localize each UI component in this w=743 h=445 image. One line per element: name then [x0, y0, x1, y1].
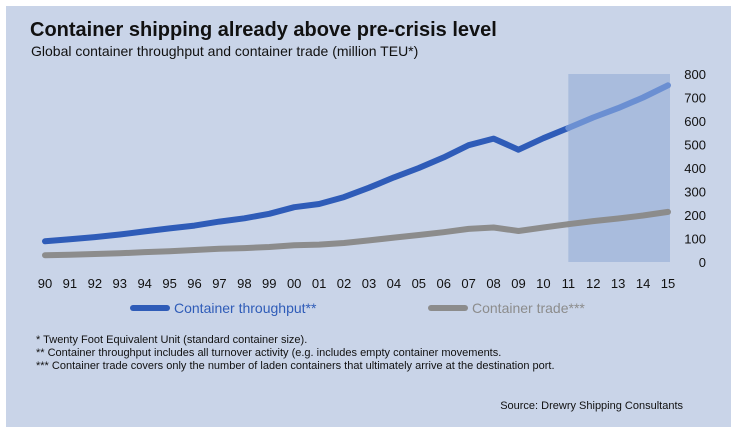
series-line-throughput: [42, 125, 572, 245]
y-tick-label: 700: [684, 91, 706, 106]
legend-label-throughput: Container throughput**: [174, 300, 317, 316]
x-tick-label: 08: [486, 276, 500, 291]
y-tick-label: 100: [684, 232, 706, 247]
x-tick-label: 10: [536, 276, 550, 291]
x-tick-label: 96: [187, 276, 201, 291]
x-tick-label: 98: [237, 276, 251, 291]
footnote-throughput: ** Container throughput includes all tur…: [36, 347, 502, 359]
x-tick-label: 97: [212, 276, 226, 291]
y-tick-label: 300: [684, 185, 706, 200]
x-tick-label: 01: [312, 276, 326, 291]
chart-title: Container shipping already above pre-cri…: [30, 19, 497, 41]
x-tick-label: 04: [387, 276, 401, 291]
x-tick-label: 11: [562, 276, 576, 291]
footnotes: * Twenty Foot Equivalent Unit (standard …: [36, 334, 555, 373]
legend-label-trade: Container trade***: [472, 300, 585, 316]
series-line-throughput-forecast: [565, 82, 671, 131]
y-tick-label: 0: [699, 255, 706, 270]
x-tick-label: 03: [362, 276, 376, 291]
x-tick-label: 14: [636, 276, 650, 291]
y-tick-label: 800: [684, 67, 706, 82]
source-note: Source: Drewry Shipping Consultants: [500, 400, 683, 412]
y-tick-label: 600: [684, 114, 706, 129]
forecast-shading: [568, 74, 670, 262]
x-tick-label: 15: [661, 276, 675, 291]
x-tick-label: 02: [337, 276, 351, 291]
series-line-trade-forecast: [565, 208, 671, 228]
y-tick-label: 400: [684, 161, 706, 176]
legend-item-throughput[interactable]: Container throughput**: [130, 300, 316, 316]
x-tick-label: 12: [586, 276, 600, 291]
footnote-trade: *** Container trade covers only the numb…: [36, 360, 555, 372]
x-tick-label: 90: [38, 276, 52, 291]
x-tick-label: 05: [412, 276, 426, 291]
y-tick-label: 200: [684, 208, 706, 223]
x-tick-label: 92: [88, 276, 102, 291]
legend-swatch-trade: [428, 305, 468, 311]
x-tick-label: 09: [511, 276, 525, 291]
series-lines: [42, 82, 671, 259]
x-tick-labels: 90 91 92 93 94 95 96 97 98 99 00 01 02 03 04 05 06 07 08 09…: [38, 276, 675, 291]
footnote-teu: * Twenty Foot Equivalent Unit (standard …: [36, 334, 308, 346]
x-tick-label: 06: [436, 276, 450, 291]
series-line-trade: [42, 221, 572, 259]
legend-swatch-throughput: [130, 305, 170, 311]
x-tick-label: 91: [63, 276, 77, 291]
x-tick-label: 13: [611, 276, 625, 291]
chart-subtitle: Global container throughput and containe…: [31, 43, 419, 59]
x-tick-label: 00: [287, 276, 301, 291]
y-tick-labels: 0 100 200 300 400 500 600 700 800: [684, 67, 706, 270]
x-tick-label: 95: [162, 276, 176, 291]
legend-item-trade[interactable]: Container trade***: [428, 300, 585, 316]
x-tick-label: 99: [262, 276, 276, 291]
x-tick-label: 94: [137, 276, 151, 291]
x-tick-label: 93: [113, 276, 127, 291]
y-tick-label: 500: [684, 138, 706, 153]
x-tick-label: 07: [461, 276, 475, 291]
